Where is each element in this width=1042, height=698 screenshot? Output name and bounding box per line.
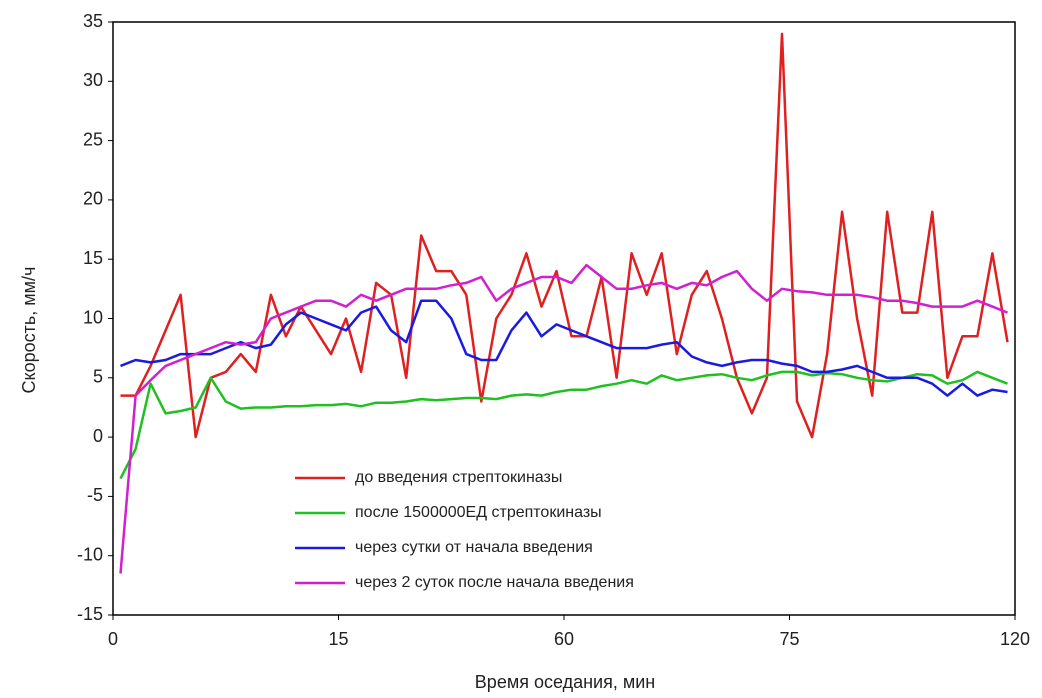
y-tick-label: 5 bbox=[93, 367, 103, 387]
y-axis-label: Скорость, мм/ч bbox=[19, 267, 39, 394]
legend-label: после 1500000ЕД стрептокиназы bbox=[355, 504, 602, 521]
series-line bbox=[120, 32, 1009, 439]
x-axis-label: Время оседания, мин bbox=[475, 672, 655, 692]
x-tick-label: 0 bbox=[108, 629, 118, 649]
y-tick-label: 20 bbox=[83, 189, 103, 209]
y-tick-label: -15 bbox=[77, 604, 103, 624]
y-tick-label: 30 bbox=[83, 70, 103, 90]
y-tick-label: 15 bbox=[83, 248, 103, 268]
legend-label: через 2 суток после начала введения bbox=[355, 574, 634, 591]
y-tick-label: 35 bbox=[83, 11, 103, 31]
x-tick-label: 15 bbox=[328, 629, 348, 649]
y-tick-label: -5 bbox=[87, 485, 103, 505]
legend-label: до введения стрептокиназы bbox=[355, 469, 562, 486]
y-tick-label: -10 bbox=[77, 544, 103, 564]
y-tick-label: 25 bbox=[83, 129, 103, 149]
x-tick-label: 75 bbox=[779, 629, 799, 649]
plot-frame bbox=[112, 21, 1016, 616]
legend-label: через сутки от начала введения bbox=[355, 539, 593, 556]
x-tick-label: 120 bbox=[1000, 629, 1030, 649]
series-line bbox=[119, 370, 1008, 480]
series-line bbox=[119, 263, 1008, 574]
series-line bbox=[120, 299, 1008, 397]
legend: до введения стрептокиназы после 1500000ЕД… bbox=[295, 469, 634, 591]
y-tick-label: 0 bbox=[93, 426, 103, 446]
y-tick-label: 10 bbox=[83, 307, 103, 327]
x-tick-label: 60 bbox=[554, 629, 574, 649]
